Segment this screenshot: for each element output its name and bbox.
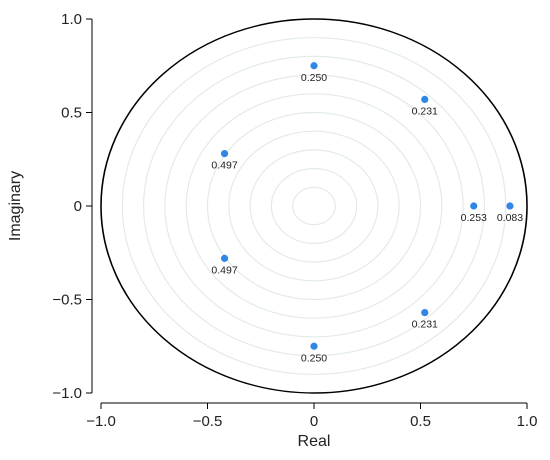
point-label: 0.250	[301, 72, 327, 84]
x-tick-label: 1.0	[517, 413, 538, 430]
grid-ring	[121, 37, 507, 375]
point-label: 0.083	[497, 212, 523, 224]
y-tick-label: −0.5	[52, 292, 82, 309]
point-label: 0.497	[211, 160, 237, 172]
grid-ring	[228, 130, 400, 282]
x-axis-title: Real	[298, 433, 331, 450]
point-label: 0.231	[412, 319, 438, 331]
grid-ring	[270, 168, 358, 245]
point-label: 0.497	[211, 264, 237, 276]
x-tick-label: 0	[310, 413, 318, 430]
grid-ring	[164, 74, 464, 338]
grid-ring	[185, 93, 443, 319]
x-tick-label: −0.5	[193, 413, 223, 430]
y-tick-label: 1.0	[61, 11, 82, 28]
data-point	[310, 62, 318, 70]
data-point	[421, 308, 429, 317]
point-label: 0.250	[301, 352, 327, 364]
axes: −1.0 −0.5 0 0.5 1.0 1.0 0.5 0 −0.5 −1.0	[52, 11, 537, 430]
x-tick-label: 0.5	[410, 413, 431, 430]
y-tick-label: 0.5	[61, 105, 82, 122]
y-axis-ticks: 1.0 0.5 0 −0.5 −1.0	[52, 11, 92, 402]
x-tick-label: −1.0	[86, 413, 116, 430]
x-axis-ticks: −1.0 −0.5 0 0.5 1.0	[86, 403, 537, 430]
data-point	[220, 254, 229, 262]
data-point	[220, 150, 229, 158]
y-tick-label: 0	[74, 198, 82, 215]
grid-ring	[206, 111, 422, 301]
point-label: 0.253	[461, 212, 487, 224]
data-point	[506, 202, 514, 210]
y-tick-label: −1.0	[52, 385, 82, 402]
y-axis-title: Imaginary	[7, 171, 24, 241]
point-label: 0.231	[412, 105, 438, 117]
grid-ring	[292, 186, 336, 226]
unit-circle	[100, 18, 528, 394]
data-point	[310, 342, 318, 350]
grid-ring	[249, 149, 379, 263]
data-point	[470, 202, 478, 210]
grid-ring	[143, 55, 485, 357]
data-point	[421, 95, 429, 104]
grid-rings	[121, 37, 507, 375]
data-points: 0.250 0.231 0.497 0.253 0.083 0.497 0.231 0.250	[211, 62, 523, 364]
